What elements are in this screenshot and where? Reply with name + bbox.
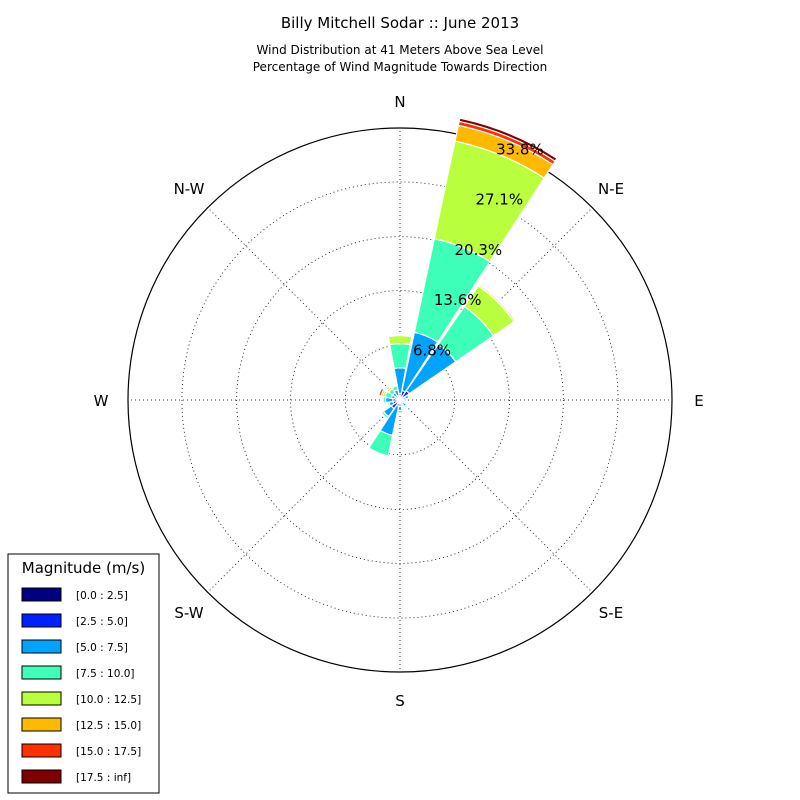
grid-ring [344, 344, 456, 456]
legend-label: [0.0 : 2.5] [76, 590, 128, 602]
radial-tick-label: 13.6% [434, 291, 482, 309]
chart-subtitle-line-1: Wind Distribution at 41 Meters Above Sea… [257, 43, 544, 57]
radial-tick-label: 6.8% [413, 341, 451, 359]
direction-label-s-e: S-E [599, 604, 623, 622]
legend-swatch [21, 639, 62, 654]
bar-segment-dir337.5-bin3 [391, 385, 399, 393]
bar-segment-dir45-bin6 [478, 283, 517, 322]
direction-label-s-w: S-W [174, 604, 203, 622]
legend-label: [17.5 : inf] [76, 772, 131, 784]
bar-segment-dir315-bin4 [385, 385, 394, 394]
legend: Magnitude (m/s) [0.0 : 2.5] [2.5 : 5.0] [5… [7, 553, 160, 794]
direction-label-s: S [395, 692, 405, 710]
legend-label: [12.5 : 15.0] [76, 720, 141, 732]
bar-segment-dir225-bin3 [380, 410, 390, 420]
grid-spoke [399, 399, 593, 593]
direction-labels: N N-E E S-E S S-W W N-W [94, 93, 704, 710]
bar-segment-dir67.5-bin2 [403, 394, 410, 400]
bar-segment-dir292.5-bin6 [378, 387, 385, 397]
legend-title: Magnitude (m/s) [22, 559, 145, 577]
grid-ring [290, 290, 510, 510]
bar-segment-dir0-bin4 [387, 335, 413, 346]
legend-label: [2.5 : 5.0] [76, 616, 128, 628]
polar-grid [127, 127, 673, 673]
outer-circle [127, 127, 673, 673]
direction-label-n: N [394, 93, 405, 111]
bar-segment-dir270-bin3 [382, 396, 387, 404]
legend-items: [0.0 : 2.5] [2.5 : 5.0] [5.0 : 7.5] [7.5 : … [21, 587, 141, 784]
legend-swatch [21, 613, 62, 628]
grid-ring [236, 236, 564, 564]
bar-segment-dir90-bin3 [405, 397, 408, 403]
legend-label: [10.0 : 12.5] [76, 694, 141, 706]
grid-spoke [207, 207, 401, 401]
radial-tick-label: 20.3% [455, 241, 503, 259]
bar-segment-dir135-bin3 [403, 403, 409, 409]
grid-spoke [207, 399, 401, 593]
legend-label: [7.5 : 10.0] [76, 668, 134, 680]
legend-swatch [21, 743, 62, 758]
bar-segment-dir22.5-bin7 [458, 117, 558, 162]
direction-label-w: W [94, 392, 109, 410]
direction-label-n-w: N-W [174, 180, 205, 198]
direction-label-n-e: N-E [598, 180, 624, 198]
legend-swatch [21, 691, 62, 706]
legend-label: [15.0 : 17.5] [76, 746, 141, 758]
windrose-bars [368, 117, 558, 457]
legend-label: [5.0 : 7.5] [76, 642, 128, 654]
chart-title: Billy Mitchell Sodar :: June 2013 [281, 14, 519, 32]
grid-ring [181, 181, 619, 619]
bar-segment-dir202.5-bin3 [368, 429, 394, 457]
legend-swatch [21, 665, 62, 680]
legend-swatch [21, 769, 62, 784]
direction-label-e: E [694, 392, 703, 410]
bar-segment-dir180-bin3 [396, 409, 404, 414]
legend-swatch [21, 717, 62, 732]
legend-swatch [21, 587, 62, 602]
radial-tick-label: 27.1% [475, 191, 523, 209]
chart-subtitle-line-2: Percentage of Wind Magnitude Towards Dir… [253, 60, 547, 74]
radial-tick-label: 33.8% [496, 141, 544, 159]
radial-tick-labels: 6.8% 13.6% 20.3% 27.1% 33.8% [413, 141, 544, 360]
